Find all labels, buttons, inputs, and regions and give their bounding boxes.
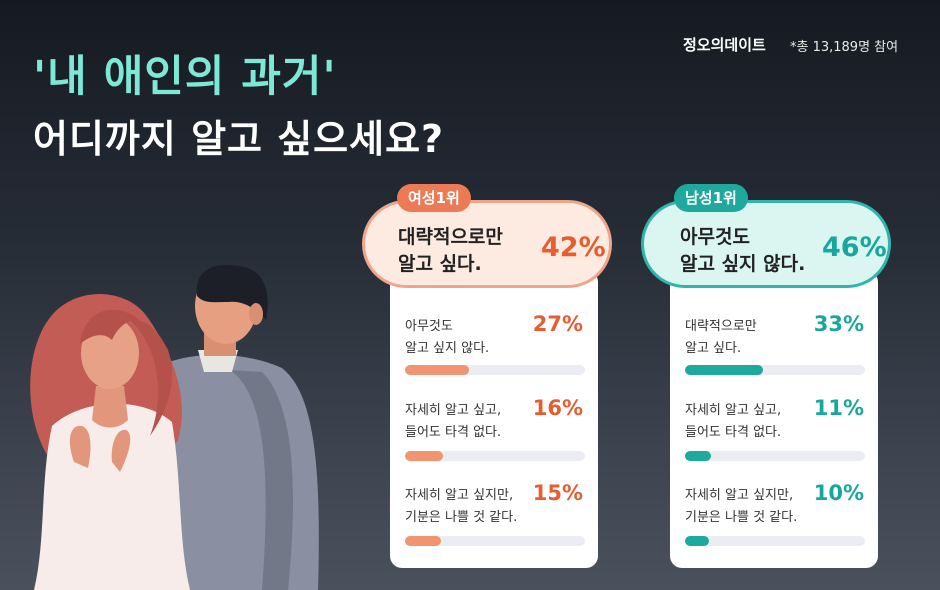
male-bar-track (685, 365, 865, 375)
female-bar (405, 536, 441, 546)
female-item-label: 자세히 알고 싶고, 들어도 타격 없다. (405, 403, 502, 440)
female-bar-track (405, 536, 585, 546)
male-item-value: 33% (813, 312, 864, 336)
male-top-bubble (641, 200, 891, 288)
male-bar (685, 365, 764, 375)
female-bar-track (405, 451, 585, 461)
participants-note: *총 13,189명 참여 (790, 40, 899, 55)
male-item-label: 자세히 알고 싶지만, 기분은 나쁠 것 같다. (685, 488, 798, 525)
page-title-line1: '내 애인의 과거' (33, 52, 337, 102)
female-top-label: 대략적으로만 알고 싶다. (398, 226, 503, 275)
female-top-bubble (362, 200, 612, 288)
female-bar (405, 365, 470, 375)
male-rank-badge: 남성1위 (674, 184, 748, 212)
female-bar-track (405, 365, 585, 375)
male-top-label: 아무것도 알고 싶지 않다. (680, 226, 806, 275)
male-bar (685, 451, 712, 461)
female-rank-badge: 여성1위 (397, 184, 471, 212)
female-item-label: 자세히 알고 싶지만, 기분은 나쁠 것 같다. (405, 488, 518, 525)
male-item-value: 10% (813, 481, 864, 505)
brand-logo: 정오의데이트 (683, 36, 766, 54)
male-bar-track (685, 536, 865, 546)
male-item-label: 자세히 알고 싶고, 들어도 타격 없다. (685, 403, 782, 440)
male-results-card (670, 270, 878, 568)
male-top-value: 46% (822, 232, 887, 263)
male-bar (685, 536, 709, 546)
couple-illustration (30, 264, 319, 590)
female-item-value: 15% (532, 481, 583, 505)
male-item-label: 대략적으로만 알고 싶다. (685, 319, 757, 356)
female-results-card (390, 270, 598, 568)
female-item-label: 아무것도 알고 싶지 않다. (405, 319, 490, 356)
female-top-value: 42% (541, 232, 606, 263)
page-title-line2: 어디까지 알고 싶으세요? (33, 117, 445, 161)
female-item-value: 27% (532, 312, 583, 336)
male-item-value: 11% (813, 396, 864, 420)
female-bar (405, 451, 444, 461)
male-bar-track (685, 451, 865, 461)
female-item-value: 16% (532, 396, 583, 420)
